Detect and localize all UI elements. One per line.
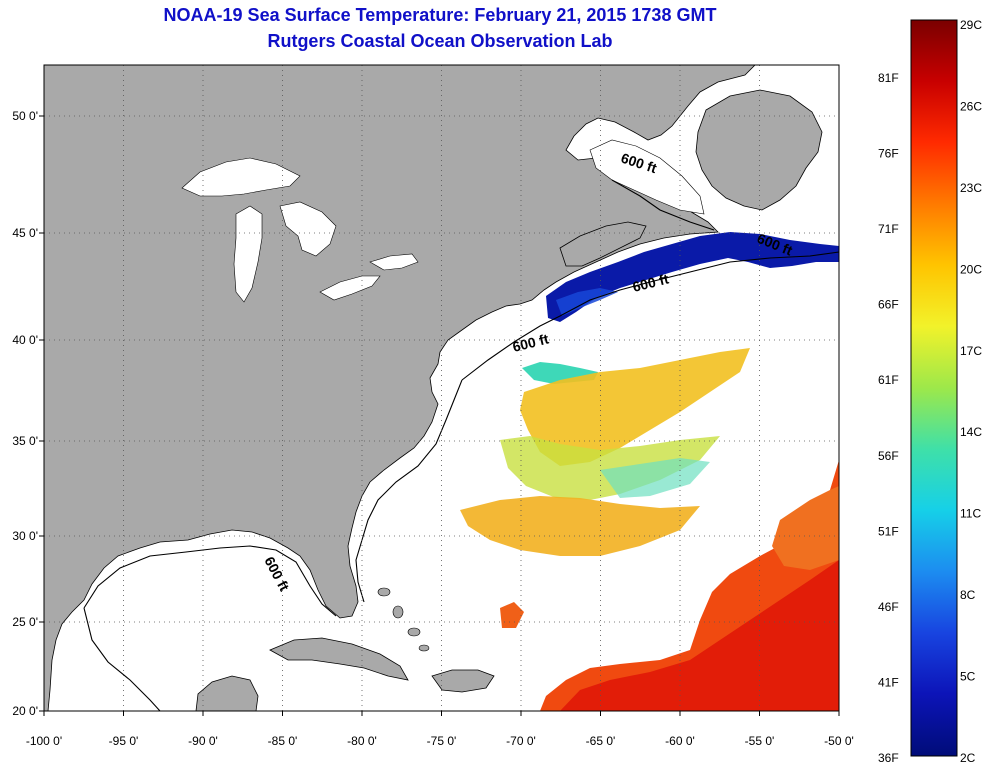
lon-tick-label: -95 0' xyxy=(109,734,139,748)
colorbar-fahrenheit-labels: 81F 76F 71F 66F 61F 56F 51F 46F 41F 36F xyxy=(878,71,899,765)
colorbar-celsius-label: 5C xyxy=(960,670,976,684)
colorbar-fahrenheit-label: 71F xyxy=(878,222,899,236)
colorbar-celsius-label: 23C xyxy=(960,181,982,195)
sst-orange-patch xyxy=(772,486,839,570)
latitude-axis: 20 0' 25 0' 30 0' 35 0' 40 0' 45 0' 50 0' xyxy=(12,109,44,718)
lake-ontario xyxy=(369,253,419,271)
lon-tick-label: -75 0' xyxy=(427,734,457,748)
colorbar-fahrenheit-label: 66F xyxy=(878,298,899,312)
lon-tick-label: -90 0' xyxy=(188,734,218,748)
colorbar-celsius-label: 20C xyxy=(960,262,982,276)
lake-huron xyxy=(279,201,337,257)
land-hispaniola xyxy=(431,669,495,693)
colorbar-celsius-label: 26C xyxy=(960,99,982,113)
sst-warm-core xyxy=(560,560,839,711)
colorbar-fahrenheit-label: 46F xyxy=(878,600,899,614)
colorbar-celsius-label: 11C xyxy=(960,507,981,521)
colorbar-celsius-label: 2C xyxy=(960,751,976,765)
lon-tick-label: -60 0' xyxy=(665,734,695,748)
map-title: NOAA-19 Sea Surface Temperature: Februar… xyxy=(163,5,717,25)
lon-tick-label: -80 0' xyxy=(347,734,377,748)
lat-tick-label: 30 0' xyxy=(12,529,38,543)
land-bahamas xyxy=(377,587,430,652)
lake-superior xyxy=(181,157,301,197)
sst-gulf-stream xyxy=(460,348,750,556)
lake-erie xyxy=(319,275,381,301)
colorbar-fahrenheit-label: 36F xyxy=(878,751,899,765)
colorbar-fahrenheit-label: 81F xyxy=(878,71,899,85)
lon-tick-label: -85 0' xyxy=(268,734,298,748)
longitude-axis: -100 0' -95 0' -90 0' -85 0' -80 0' -75 0' -70… xyxy=(26,711,854,748)
lake-michigan xyxy=(233,205,263,303)
lat-tick-label: 45 0' xyxy=(12,226,38,240)
sst-small-warm xyxy=(500,602,524,628)
lon-tick-label: -55 0' xyxy=(745,734,775,748)
colorbar-celsius-label: 14C xyxy=(960,425,982,439)
lat-tick-label: 20 0' xyxy=(12,704,38,718)
colorbar-fahrenheit-label: 61F xyxy=(878,373,899,387)
sst-cold-band xyxy=(546,232,839,322)
lon-tick-label: -65 0' xyxy=(586,734,616,748)
colorbar-celsius-labels: 29C 26C 23C 20C 17C 14C 11C 8C 5C 2C xyxy=(960,18,982,765)
lat-tick-label: 25 0' xyxy=(12,615,38,629)
colorbar-fahrenheit-label: 41F xyxy=(878,675,899,689)
lon-tick-label: -100 0' xyxy=(26,734,62,748)
land-yucatan xyxy=(195,675,259,711)
colorbar xyxy=(910,19,958,757)
lat-tick-label: 35 0' xyxy=(12,434,38,448)
land-north-america xyxy=(44,65,756,711)
lat-tick-label: 50 0' xyxy=(12,109,38,123)
colorbar-fahrenheit-label: 56F xyxy=(878,449,899,463)
lat-tick-label: 40 0' xyxy=(12,333,38,347)
colorbar-celsius-label: 17C xyxy=(960,344,982,358)
colorbar-fahrenheit-label: 51F xyxy=(878,524,899,538)
land-newfoundland xyxy=(695,89,823,211)
sst-data-layer xyxy=(460,232,839,711)
land-cuba xyxy=(269,637,409,681)
colorbar-celsius-label: 29C xyxy=(960,18,982,32)
colorbar-fahrenheit-label: 76F xyxy=(878,147,899,161)
colorbar-celsius-label: 8C xyxy=(960,588,976,602)
isobath-600ft xyxy=(83,179,840,712)
lon-tick-label: -70 0' xyxy=(506,734,536,748)
map-subtitle: Rutgers Coastal Ocean Observation Lab xyxy=(267,31,613,51)
lon-tick-label: -50 0' xyxy=(824,734,854,748)
